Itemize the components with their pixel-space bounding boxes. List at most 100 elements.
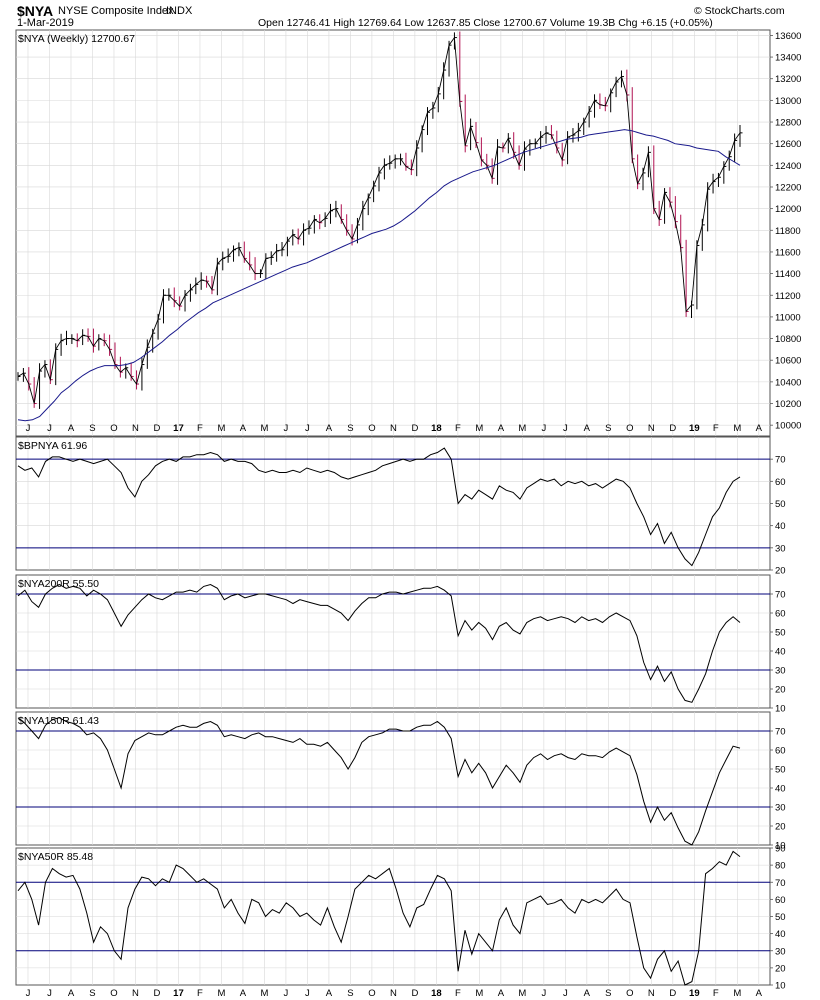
y-tick-label: 12800 (775, 118, 801, 129)
x-tick-label: S (605, 988, 611, 999)
x-tick-label: J (26, 423, 31, 434)
x-tick-label: O (110, 988, 117, 999)
y-tick-label: 11600 (775, 247, 801, 258)
x-tick-label: J (47, 988, 52, 999)
x-tick-label: S (89, 423, 95, 434)
y-tick-label: 11800 (775, 226, 801, 237)
x-tick-label: O (110, 423, 117, 434)
x-tick-label: M (733, 423, 741, 434)
x-tick-label: N (390, 988, 397, 999)
header-date: 1-Mar-2019 (17, 17, 74, 29)
x-tick-label: J (305, 423, 310, 434)
x-tick-label: S (347, 988, 353, 999)
y-tick-label: 20 (775, 566, 786, 577)
x-tick-label: D (411, 423, 418, 434)
x-tick-label: A (584, 988, 591, 999)
y-tick-label: 40 (775, 929, 786, 940)
x-tick-label: S (89, 988, 95, 999)
y-tick-label: 40 (775, 784, 786, 795)
y-tick-label: 10800 (775, 334, 801, 345)
x-tick-label: O (368, 423, 375, 434)
y-tick-label: 30 (775, 666, 786, 677)
x-tick-label: 18 (431, 423, 442, 434)
x-tick-label: M (260, 988, 268, 999)
y-tick-label: 90 (775, 844, 786, 855)
panel-title: $NYA50R 85.48 (18, 851, 93, 863)
series-line (17, 850, 741, 986)
y-tick-label: 30 (775, 543, 786, 554)
panel-title: $NYA (Weekly) 12700.67 (18, 33, 135, 45)
y-tick-label: 11400 (775, 269, 801, 280)
x-tick-label: J (284, 423, 289, 434)
y-tick-label: 60 (775, 746, 786, 757)
x-tick-label: M (518, 423, 526, 434)
y-tick-label: 12200 (775, 182, 801, 193)
y-tick-label: 10200 (775, 399, 801, 410)
x-tick-label: O (626, 988, 633, 999)
x-tick-label: J (305, 988, 310, 999)
x-tick-label: M (733, 988, 741, 999)
x-tick-label: 18 (431, 988, 442, 999)
x-tick-label: N (390, 423, 397, 434)
y-tick-label: 11200 (775, 291, 801, 302)
x-tick-label: A (240, 423, 247, 434)
x-tick-label: F (455, 988, 461, 999)
x-tick-label: D (154, 423, 161, 434)
x-tick-label: D (669, 988, 676, 999)
y-tick-label: 40 (775, 521, 786, 532)
panel-title: $NYA200R 55.50 (18, 578, 99, 590)
panel-frame (15, 29, 771, 437)
y-tick-label: 60 (775, 609, 786, 620)
y-tick-label: 10400 (775, 377, 801, 388)
x-tick-label: J (26, 988, 31, 999)
series-line (17, 583, 741, 703)
x-tick-label: 19 (689, 988, 700, 999)
x-tick-label: A (326, 988, 333, 999)
x-tick-label: A (68, 988, 75, 999)
x-tick-label: A (584, 423, 591, 434)
x-tick-label: M (475, 423, 483, 434)
y-tick-label: 12000 (775, 204, 801, 215)
x-tick-label: D (411, 988, 418, 999)
y-tick-label: 20 (775, 685, 786, 696)
panel-frame (15, 711, 771, 846)
x-tick-label: J (563, 988, 568, 999)
y-tick-label: 50 (775, 499, 786, 510)
x-tick-label: F (197, 988, 203, 999)
series-line (17, 717, 741, 846)
x-tick-label: N (648, 423, 655, 434)
y-tick-label: 80 (775, 861, 786, 872)
x-tick-label: D (669, 423, 676, 434)
x-tick-label: J (541, 988, 546, 999)
x-tick-label: M (217, 423, 225, 434)
header-ohlc: Open 12746.41 High 12769.64 Low 12637.85… (258, 17, 713, 29)
y-tick-label: 10000 (775, 421, 801, 432)
y-tick-label: 13400 (775, 53, 801, 64)
y-tick-label: 12600 (775, 139, 801, 150)
y-tick-label: 10600 (775, 356, 801, 367)
x-tick-label: A (756, 423, 763, 434)
x-tick-label: F (455, 423, 461, 434)
y-tick-label: 10 (775, 704, 786, 715)
x-tick-label: M (518, 988, 526, 999)
brand-label: © StockCharts.com (694, 5, 785, 17)
y-tick-label: 50 (775, 912, 786, 923)
header-exchange: INDX (166, 5, 193, 17)
x-tick-label: F (713, 988, 719, 999)
x-tick-label: M (475, 988, 483, 999)
y-tick-label: 20 (775, 963, 786, 974)
y-tick-label: 20 (775, 822, 786, 833)
x-tick-label: S (605, 423, 611, 434)
panel-frame (15, 574, 771, 709)
x-tick-label: 19 (689, 423, 700, 434)
moving-average-line (17, 129, 741, 422)
y-tick-label: 70 (775, 878, 786, 889)
x-tick-label: O (368, 988, 375, 999)
x-tick-label: M (260, 423, 268, 434)
x-tick-label: J (284, 988, 289, 999)
y-tick-label: 60 (775, 895, 786, 906)
x-tick-label: J (47, 423, 52, 434)
x-tick-label: 17 (173, 988, 184, 999)
x-tick-label: A (326, 423, 333, 434)
y-tick-label: 40 (775, 647, 786, 658)
